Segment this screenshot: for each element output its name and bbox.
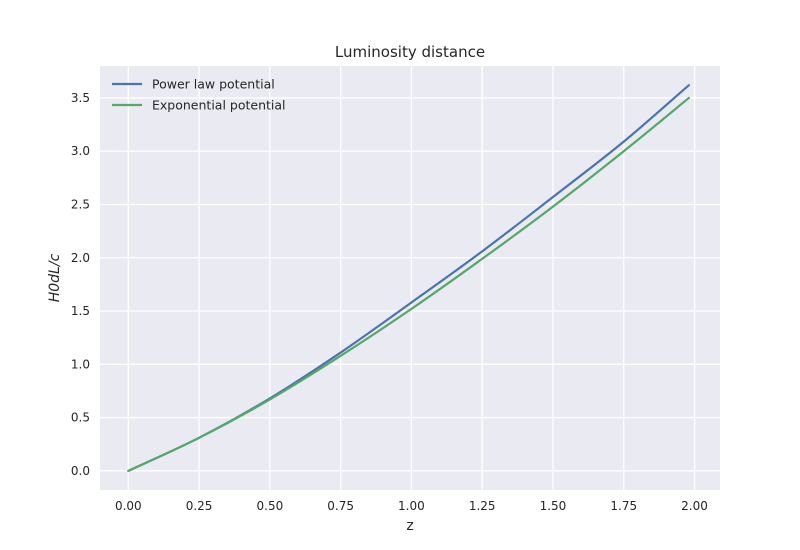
y-tick-label: 2.0 — [71, 251, 90, 265]
y-axis-label: H0dL/c — [47, 253, 63, 302]
y-tick-label: 1.0 — [71, 357, 90, 371]
legend: Power law potential Exponential potential — [112, 77, 286, 113]
y-tick-label: 0.0 — [71, 464, 90, 478]
y-tick-label: 1.5 — [71, 304, 90, 318]
series-lines — [127, 84, 690, 472]
x-tick-label: 2.00 — [681, 499, 708, 513]
x-axis-label: z — [406, 518, 413, 534]
y-tick-label: 3.5 — [71, 91, 90, 105]
y-tick-label: 2.5 — [71, 197, 90, 211]
y-tick-label: 0.5 — [71, 411, 90, 425]
legend-label: Exponential potential — [152, 98, 286, 113]
x-tick-label: 1.75 — [610, 499, 637, 513]
y-tick-labels: 0.0 0.5 1.0 1.5 2.0 2.5 3.0 3.5 — [71, 91, 90, 478]
x-tick-label: 1.00 — [398, 499, 425, 513]
chart-title: Luminosity distance — [335, 43, 485, 61]
x-tick-label: 0.25 — [186, 499, 213, 513]
x-tick-label: 0.75 — [327, 499, 354, 513]
plot-area — [100, 66, 720, 490]
x-tick-label: 0.00 — [115, 499, 142, 513]
y-tick-label: 3.0 — [71, 144, 90, 158]
legend-label: Power law potential — [152, 77, 275, 92]
series-line-exponential-potential — [127, 96, 690, 472]
x-tick-labels: 0.00 0.25 0.50 0.75 1.00 1.25 1.50 1.75 2.00 — [115, 499, 708, 513]
x-tick-label: 0.50 — [257, 499, 284, 513]
x-tick-label: 1.25 — [469, 499, 496, 513]
x-tick-label: 1.50 — [540, 499, 567, 513]
